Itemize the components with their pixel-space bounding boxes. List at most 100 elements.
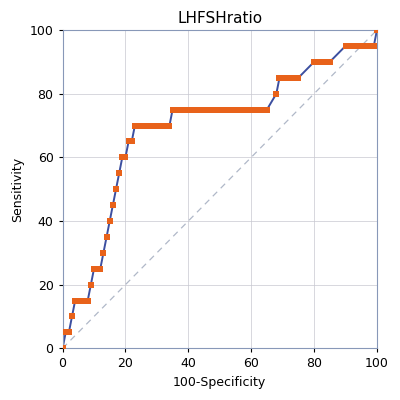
Point: [132, 122, 138, 129]
Point: [128, 138, 135, 145]
Point: [192, 106, 198, 113]
Point: [103, 234, 110, 240]
Point: [311, 59, 317, 65]
Point: [320, 59, 327, 65]
Point: [128, 138, 135, 145]
Point: [154, 122, 160, 129]
Point: [128, 138, 135, 145]
Point: [242, 106, 248, 113]
Point: [229, 106, 236, 113]
Y-axis label: Sensitivity: Sensitivity: [11, 157, 24, 222]
Point: [216, 106, 223, 113]
Point: [210, 106, 217, 113]
Point: [172, 106, 179, 113]
Point: [280, 74, 286, 81]
Point: [207, 106, 214, 113]
Point: [368, 43, 374, 49]
Point: [342, 43, 349, 49]
Point: [135, 122, 141, 129]
Point: [346, 43, 352, 49]
Point: [78, 297, 85, 304]
X-axis label: 100-Specificity: 100-Specificity: [173, 376, 266, 389]
Title: LHFSHratio: LHFSHratio: [177, 11, 262, 26]
Point: [128, 138, 135, 145]
Point: [188, 106, 195, 113]
Point: [194, 106, 201, 113]
Point: [220, 106, 226, 113]
Point: [128, 138, 135, 145]
Point: [84, 297, 91, 304]
Point: [361, 43, 368, 49]
Point: [326, 59, 333, 65]
Point: [226, 106, 232, 113]
Point: [150, 122, 157, 129]
Point: [69, 313, 75, 320]
Point: [157, 122, 163, 129]
Point: [128, 138, 135, 145]
Point: [260, 106, 267, 113]
Point: [91, 266, 97, 272]
Point: [248, 106, 254, 113]
Point: [119, 154, 126, 160]
Point: [81, 297, 88, 304]
Point: [317, 59, 324, 65]
Point: [223, 106, 229, 113]
Point: [141, 122, 148, 129]
Point: [170, 106, 176, 113]
Point: [66, 329, 72, 336]
Point: [75, 297, 82, 304]
Point: [245, 106, 251, 113]
Point: [324, 59, 330, 65]
Point: [276, 74, 283, 81]
Point: [355, 43, 361, 49]
Point: [254, 106, 261, 113]
Point: [364, 43, 371, 49]
Point: [314, 59, 320, 65]
Point: [88, 282, 94, 288]
Point: [238, 106, 245, 113]
Point: [59, 345, 66, 352]
Point: [62, 329, 69, 336]
Point: [236, 106, 242, 113]
Point: [138, 122, 144, 129]
Point: [282, 74, 289, 81]
Point: [144, 122, 151, 129]
Point: [358, 43, 364, 49]
Point: [128, 138, 135, 145]
Point: [185, 106, 192, 113]
Point: [94, 266, 100, 272]
Point: [258, 106, 264, 113]
Point: [163, 122, 170, 129]
Point: [289, 74, 295, 81]
Point: [166, 122, 173, 129]
Point: [273, 90, 280, 97]
Point: [106, 218, 113, 224]
Point: [352, 43, 358, 49]
Point: [116, 170, 122, 176]
Point: [182, 106, 188, 113]
Point: [214, 106, 220, 113]
Point: [113, 186, 119, 192]
Point: [110, 202, 116, 208]
Point: [125, 138, 132, 145]
Point: [286, 74, 292, 81]
Point: [204, 106, 210, 113]
Point: [198, 106, 204, 113]
Point: [122, 154, 129, 160]
Point: [128, 138, 135, 145]
Point: [179, 106, 185, 113]
Point: [128, 138, 135, 145]
Point: [374, 27, 380, 33]
Point: [97, 266, 104, 272]
Point: [100, 250, 107, 256]
Point: [147, 122, 154, 129]
Point: [295, 74, 302, 81]
Point: [264, 106, 270, 113]
Point: [72, 297, 78, 304]
Point: [232, 106, 239, 113]
Point: [201, 106, 207, 113]
Point: [349, 43, 355, 49]
Point: [122, 154, 129, 160]
Point: [176, 106, 182, 113]
Point: [371, 43, 377, 49]
